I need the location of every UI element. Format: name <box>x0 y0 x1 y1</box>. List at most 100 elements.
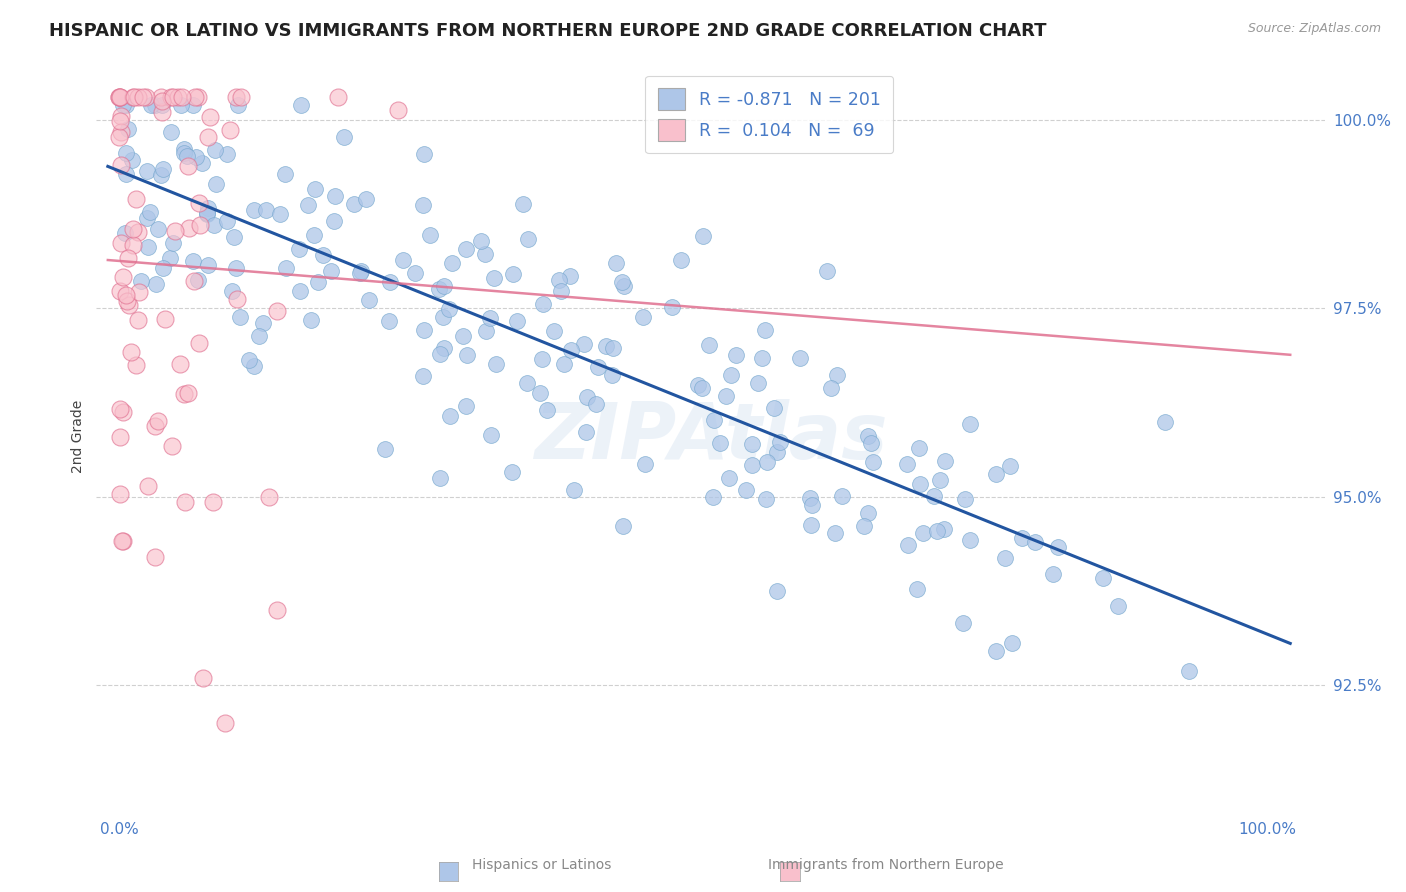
Point <box>378 314 401 328</box>
Point <box>184 150 207 164</box>
Point <box>218 122 240 136</box>
Point <box>404 266 426 280</box>
Point <box>226 292 249 306</box>
Point <box>197 201 219 215</box>
Point <box>506 314 529 328</box>
Point <box>184 90 207 104</box>
Point <box>800 498 823 512</box>
Point <box>127 225 149 239</box>
Point <box>215 214 238 228</box>
Point <box>516 376 538 390</box>
Point <box>374 442 396 457</box>
Point <box>127 312 149 326</box>
Point <box>470 234 492 248</box>
Point <box>238 352 260 367</box>
Point <box>692 228 714 243</box>
Point <box>703 413 725 427</box>
Point <box>215 146 238 161</box>
Point <box>349 266 371 280</box>
Point <box>543 324 565 338</box>
Point <box>754 323 776 337</box>
Point <box>110 430 132 444</box>
Point <box>150 104 173 119</box>
Point <box>136 239 159 253</box>
Point <box>433 279 456 293</box>
Point <box>269 207 291 221</box>
Point <box>474 247 496 261</box>
Point <box>720 368 742 382</box>
Point <box>226 98 249 112</box>
Point <box>135 90 157 104</box>
Point <box>162 90 184 104</box>
Point <box>115 293 138 308</box>
Point <box>118 298 141 312</box>
Point <box>595 338 617 352</box>
Point <box>322 214 344 228</box>
Point <box>276 260 298 275</box>
Point <box>547 273 569 287</box>
Point <box>160 125 183 139</box>
Point <box>112 405 135 419</box>
Point <box>145 277 167 291</box>
Point <box>229 310 252 324</box>
Point <box>150 168 173 182</box>
Point <box>121 153 143 167</box>
Point <box>204 218 226 232</box>
Point <box>456 242 478 256</box>
Point <box>176 385 198 400</box>
Point <box>536 403 558 417</box>
Point <box>266 603 288 617</box>
Point <box>181 98 204 112</box>
Point <box>585 397 607 411</box>
Point <box>669 252 692 267</box>
Point <box>229 90 252 104</box>
Point <box>198 110 221 124</box>
Point <box>312 248 335 262</box>
Point <box>588 360 610 375</box>
Point <box>308 275 330 289</box>
Point <box>304 182 326 196</box>
Point <box>356 193 378 207</box>
Point <box>111 269 134 284</box>
Point <box>177 159 200 173</box>
Point <box>922 489 945 503</box>
Point <box>174 495 197 509</box>
Point <box>146 222 169 236</box>
Point <box>187 90 209 104</box>
Point <box>437 301 460 316</box>
Point <box>824 526 846 541</box>
Point <box>290 98 312 112</box>
Point <box>195 206 218 220</box>
Point <box>529 386 551 401</box>
Point <box>799 491 821 506</box>
Point <box>326 90 349 104</box>
Point <box>108 90 131 104</box>
Point <box>934 454 956 468</box>
Point <box>412 147 434 161</box>
Point <box>600 368 623 382</box>
Point <box>412 198 434 212</box>
Point <box>173 142 195 156</box>
Point <box>122 90 145 104</box>
Point <box>188 218 211 232</box>
Point <box>686 378 709 392</box>
Point <box>128 285 150 299</box>
Point <box>479 427 502 442</box>
Point <box>984 643 1007 657</box>
Point <box>852 518 875 533</box>
Point <box>927 524 949 538</box>
Text: Immigrants from Northern Europe: Immigrants from Northern Europe <box>768 858 1004 872</box>
Point <box>111 533 134 548</box>
Point <box>765 583 787 598</box>
Point <box>709 435 731 450</box>
Point <box>150 98 173 112</box>
Point <box>860 436 883 450</box>
Point <box>911 526 934 541</box>
Point <box>115 98 138 112</box>
Point <box>439 409 461 423</box>
Point <box>1091 571 1114 585</box>
Point <box>1024 534 1046 549</box>
Point <box>530 351 553 366</box>
Point <box>195 206 218 220</box>
Point <box>633 310 655 324</box>
